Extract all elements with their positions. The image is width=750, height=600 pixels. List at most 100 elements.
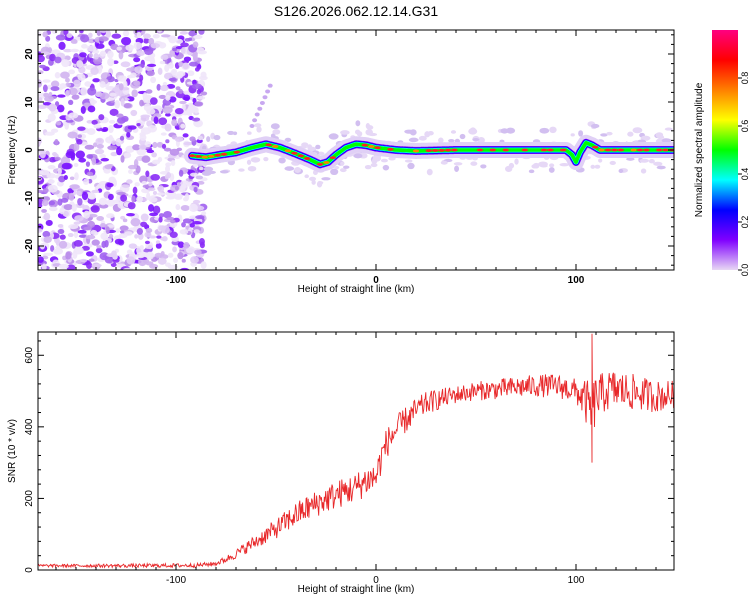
y-tick-label: 0 [24, 567, 35, 573]
noise-blob [454, 165, 460, 172]
noise-blob [99, 153, 106, 159]
noise-blob [160, 84, 169, 92]
noise-blob [52, 152, 58, 157]
noise-blob [88, 52, 93, 58]
signal-peak [611, 148, 618, 152]
noise-blob [134, 66, 143, 74]
y-tick-label: 200 [24, 490, 35, 507]
noise-blob [148, 37, 155, 45]
colorbar-tick-label: 0.8 [740, 72, 750, 85]
noise-blob [172, 47, 178, 52]
noise-blob [640, 168, 647, 174]
noise-blob [45, 35, 51, 42]
noise-blob [102, 127, 109, 132]
noise-blob [191, 117, 201, 122]
noise-blob [38, 228, 43, 233]
noise-blob [123, 152, 132, 159]
noise-blob [165, 94, 171, 101]
noise-blob [53, 248, 63, 255]
noise-blob [78, 157, 87, 163]
x-tick-label: -100 [166, 275, 186, 286]
noise-blob [106, 198, 115, 207]
noise-blob [95, 247, 103, 254]
noise-blob [136, 246, 144, 255]
noise-blob [175, 90, 186, 99]
colorbar: 0.0 0.2 0.4 0.6 0.8 Normalized spectral ampl… [694, 30, 750, 276]
noise-blob [74, 172, 79, 181]
signal-peak [195, 155, 202, 158]
noise-blob [68, 69, 76, 75]
noise-blob [47, 179, 55, 184]
noise-blob [44, 131, 55, 136]
noise-blob [180, 183, 187, 188]
noise-blob [156, 235, 162, 239]
signal-peak [489, 148, 496, 152]
noise-blob [38, 256, 44, 264]
noise-blob [83, 210, 90, 219]
noise-blob [110, 151, 118, 157]
noise-blob [106, 182, 114, 188]
x-tick-label: 100 [568, 575, 585, 586]
noise-blob [61, 162, 72, 170]
noise-blob [170, 160, 176, 166]
noise-blob [198, 30, 205, 35]
noise-blob [100, 157, 110, 162]
noise-blob [201, 170, 212, 176]
noise-blob [93, 53, 99, 60]
noise-blob [60, 197, 69, 203]
noise-blob [193, 186, 198, 193]
noise-blob [160, 34, 171, 38]
noise-blob [41, 199, 49, 207]
colorbar-gradient [712, 30, 738, 270]
signal-peak [643, 148, 650, 152]
noise-blob [340, 161, 345, 166]
noise-blob [157, 185, 165, 193]
noise-blob [158, 94, 167, 100]
noise-blob [160, 132, 167, 136]
noise-blob [136, 30, 142, 33]
noise-blob [183, 56, 192, 62]
noise-blob [90, 230, 98, 235]
noise-blob [146, 63, 157, 68]
noise-blob [263, 157, 269, 162]
noise-blob [73, 230, 79, 239]
noise-blob [148, 182, 153, 187]
noise-blob [174, 107, 184, 115]
noise-blob [249, 124, 255, 128]
noise-blobs [38, 30, 674, 270]
noise-blob [259, 100, 265, 105]
noise-blob [192, 51, 198, 60]
noise-blob [178, 169, 184, 177]
noise-blob [120, 98, 125, 107]
noise-blob [96, 30, 102, 37]
noise-blob [108, 124, 114, 134]
noise-blob [188, 30, 198, 37]
noise-blob [262, 95, 268, 100]
noise-blob [128, 169, 133, 174]
noise-blob [164, 64, 170, 72]
signal-peak [560, 148, 567, 152]
noise-blob [39, 151, 46, 159]
noise-blob [50, 245, 55, 252]
noise-blob [146, 192, 151, 201]
noise-blob [380, 158, 388, 163]
noise-blob [99, 30, 107, 33]
noise-blob [73, 221, 81, 225]
noise-blob [84, 144, 95, 150]
noise-blob [90, 67, 99, 76]
noise-blob [98, 203, 109, 209]
noise-blob [87, 105, 96, 113]
noise-blob [340, 130, 350, 135]
noise-blob [165, 112, 171, 117]
noise-blob [130, 109, 138, 117]
noise-blob [57, 167, 62, 175]
noise-blob [108, 234, 114, 240]
noise-blob [101, 240, 107, 249]
noise-blob [123, 267, 134, 270]
noise-blob [65, 77, 70, 83]
noise-blob [661, 138, 672, 143]
noise-blob [48, 103, 57, 112]
noise-blob [38, 97, 43, 103]
noise-blob [75, 203, 85, 209]
noise-blob [77, 197, 83, 206]
